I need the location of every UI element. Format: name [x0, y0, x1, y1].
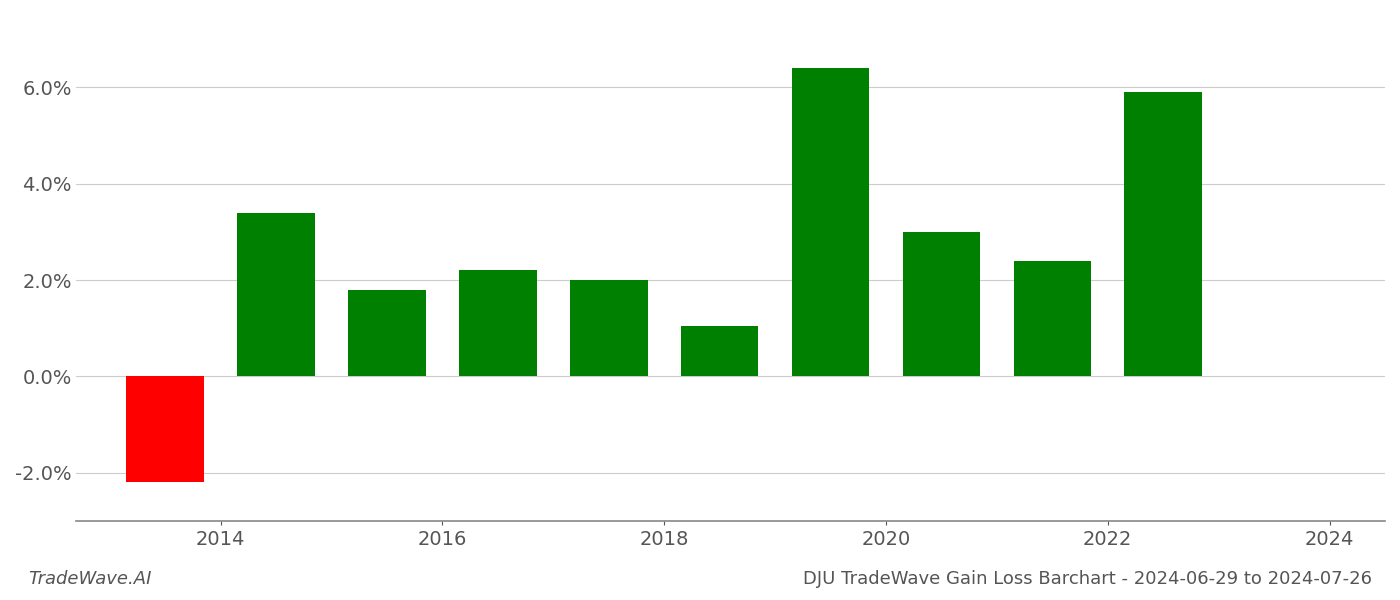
Bar: [792, 68, 869, 376]
Bar: [126, 376, 204, 482]
Bar: [459, 271, 536, 376]
Bar: [570, 280, 648, 376]
Text: DJU TradeWave Gain Loss Barchart - 2024-06-29 to 2024-07-26: DJU TradeWave Gain Loss Barchart - 2024-…: [804, 570, 1372, 588]
Bar: [680, 326, 759, 376]
Bar: [349, 290, 426, 376]
Bar: [903, 232, 980, 376]
Bar: [237, 212, 315, 376]
Text: TradeWave.AI: TradeWave.AI: [28, 570, 151, 588]
Bar: [1014, 261, 1091, 376]
Bar: [1124, 92, 1203, 376]
